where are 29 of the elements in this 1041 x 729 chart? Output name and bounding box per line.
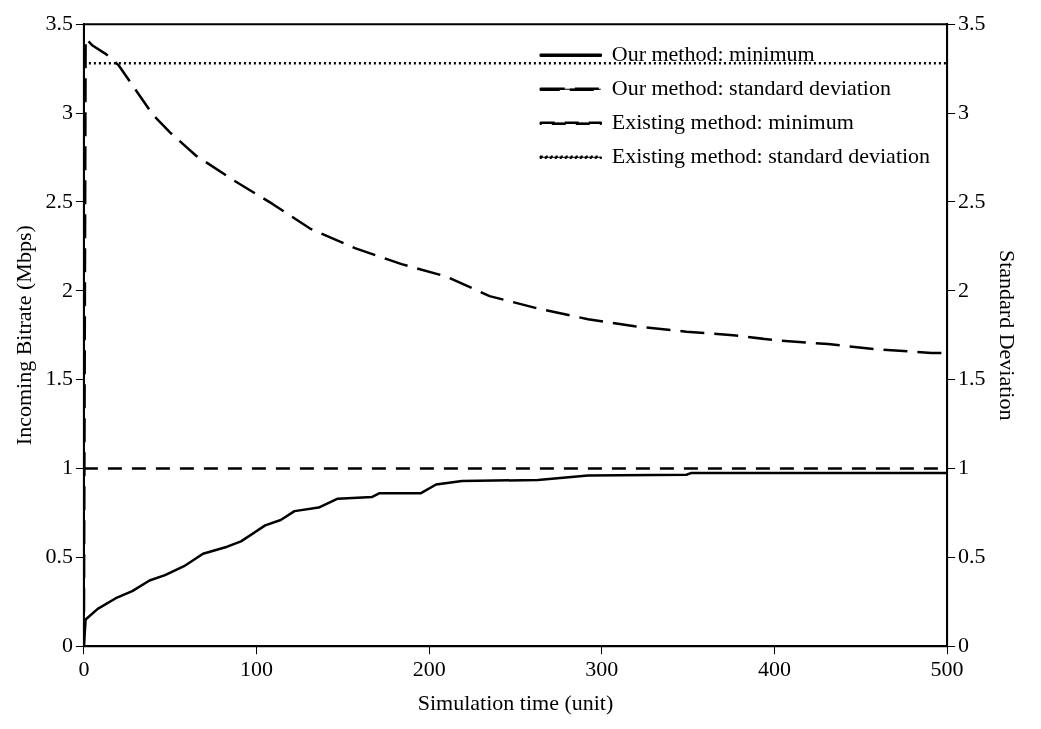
x-tick-label: 400	[757, 656, 791, 682]
x-tick-label: 0	[78, 656, 90, 682]
y-tick-label: 0.5	[45, 543, 73, 569]
x-tick-label: 200	[412, 656, 446, 682]
x-axis-title: Simulation time (unit)	[417, 689, 614, 715]
y-tick-label: 3.5	[45, 9, 73, 35]
legend-label: Our method: minimum	[611, 40, 815, 66]
y2-tick-label: 1.5	[958, 365, 986, 391]
y-tick-label: 1	[61, 454, 73, 480]
x-tick-label: 100	[240, 656, 274, 682]
y-tick-label: 2	[61, 276, 73, 302]
y-tick-label: 2.5	[45, 187, 73, 213]
legend-label: Existing method: standard deviation	[611, 142, 931, 168]
y2-tick-label: 0.5	[958, 543, 986, 569]
y-axis-title: Incoming Bitrate (Mbps)	[10, 225, 36, 446]
x-tick-label: 500	[930, 656, 964, 682]
x-tick-label: 300	[585, 656, 619, 682]
legend-label: Our method: standard deviation	[611, 74, 891, 100]
y2-tick-label: 2.5	[958, 187, 986, 213]
y-tick-label: 0	[61, 631, 73, 657]
y2-tick-label: 3.5	[958, 9, 986, 35]
y-tick-label: 1.5	[45, 365, 73, 391]
y2-tick-label: 3	[958, 98, 970, 124]
y2-tick-label: 1	[958, 454, 970, 480]
y-tick-label: 3	[61, 98, 73, 124]
y2-tick-label: 2	[958, 276, 970, 302]
y2-tick-label: 0	[958, 631, 970, 657]
legend-label: Existing method: minimum	[611, 108, 854, 134]
y2-axis-title: Standard Deviation	[995, 249, 1021, 421]
